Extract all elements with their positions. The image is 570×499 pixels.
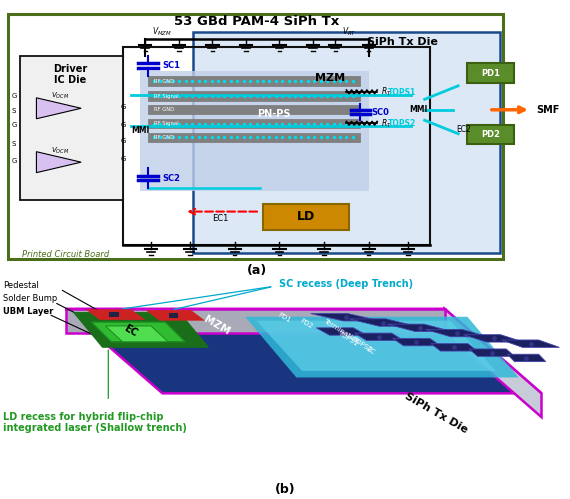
Bar <box>148 133 360 142</box>
Polygon shape <box>507 354 546 362</box>
Text: PD2: PD2 <box>299 317 314 329</box>
Text: Pedestal: Pedestal <box>3 280 39 289</box>
Text: SC0: SC0 <box>372 108 389 117</box>
Text: MMI: MMI <box>132 126 150 135</box>
Bar <box>148 76 360 86</box>
Text: RF GND: RF GND <box>154 135 174 140</box>
Polygon shape <box>66 309 445 332</box>
Text: Printed Circuit Board: Printed Circuit Board <box>22 250 109 259</box>
Text: SiPh Tx Die: SiPh Tx Die <box>403 391 469 435</box>
Bar <box>9 14 503 259</box>
Text: TOPS1: TOPS1 <box>388 88 417 97</box>
Text: (a): (a) <box>247 264 267 277</box>
Text: MZM: MZM <box>202 314 231 337</box>
Text: SMF: SMF <box>536 105 560 115</box>
Text: G: G <box>11 93 17 99</box>
Text: SC recess (Deep Trench): SC recess (Deep Trench) <box>279 279 413 289</box>
Text: LD recess for hybrid flip-chip
integrated laser (Shallow trench): LD recess for hybrid flip-chip integrate… <box>3 412 187 433</box>
Text: SC2: SC2 <box>162 174 180 183</box>
Text: EC1: EC1 <box>213 214 229 223</box>
Polygon shape <box>393 338 441 346</box>
Polygon shape <box>245 317 519 377</box>
Polygon shape <box>431 344 478 351</box>
Text: PD2: PD2 <box>481 130 500 139</box>
Polygon shape <box>145 310 205 321</box>
Text: $V_{MZM}$: $V_{MZM}$ <box>152 25 172 38</box>
Text: PD1: PD1 <box>481 69 500 78</box>
Text: Driver: Driver <box>53 64 87 74</box>
Polygon shape <box>256 321 496 371</box>
Text: RF Signal: RF Signal <box>154 121 178 126</box>
Polygon shape <box>316 328 367 335</box>
Bar <box>109 312 119 317</box>
Text: IC Die: IC Die <box>54 75 86 85</box>
Text: RF Signal: RF Signal <box>154 93 178 98</box>
Bar <box>19 56 123 200</box>
Polygon shape <box>425 329 488 337</box>
Text: $V_{OCM}$: $V_{OCM}$ <box>51 91 70 101</box>
Polygon shape <box>91 322 185 342</box>
Text: MZM: MZM <box>315 73 345 83</box>
Text: TOPS2: TOPS2 <box>388 119 417 128</box>
Polygon shape <box>311 313 381 321</box>
Text: RF GND: RF GND <box>154 78 174 83</box>
Polygon shape <box>86 309 145 320</box>
Text: G: G <box>11 122 17 128</box>
Text: G: G <box>11 158 17 164</box>
Bar <box>263 204 349 230</box>
Polygon shape <box>387 324 452 331</box>
Text: PN-PS: PN-PS <box>257 109 291 119</box>
Polygon shape <box>74 313 208 347</box>
Text: PD1: PD1 <box>276 312 291 324</box>
Text: G: G <box>120 104 126 110</box>
Text: SiPh Tx Die: SiPh Tx Die <box>367 37 438 47</box>
Text: LD: LD <box>297 210 315 223</box>
Text: Solder Bump: Solder Bump <box>3 294 57 303</box>
Text: $V_{OCM}$: $V_{OCM}$ <box>51 146 70 156</box>
Text: Termination: Termination <box>322 318 360 345</box>
Bar <box>466 125 514 144</box>
Text: MMI: MMI <box>409 105 427 114</box>
Polygon shape <box>36 152 81 173</box>
Bar <box>169 313 178 318</box>
Text: EC: EC <box>365 346 376 355</box>
Text: G: G <box>120 138 126 144</box>
Text: EC2: EC2 <box>457 125 471 134</box>
Polygon shape <box>463 335 524 342</box>
Bar <box>140 71 369 191</box>
Text: (b): (b) <box>275 483 295 496</box>
Text: $R_T$: $R_T$ <box>381 117 392 130</box>
Text: EC: EC <box>123 323 140 339</box>
Bar <box>466 63 514 83</box>
Polygon shape <box>66 309 542 393</box>
Polygon shape <box>349 319 416 326</box>
Bar <box>148 119 360 128</box>
Text: $R_T$: $R_T$ <box>381 85 392 98</box>
Text: SC1: SC1 <box>162 61 180 70</box>
Bar <box>148 91 360 101</box>
Bar <box>123 47 430 245</box>
Polygon shape <box>36 98 81 119</box>
Polygon shape <box>469 349 515 356</box>
Text: RF GND: RF GND <box>154 107 174 112</box>
Text: 53 GBd PAM-4 SiPh Tx: 53 GBd PAM-4 SiPh Tx <box>174 15 340 28</box>
Polygon shape <box>502 340 560 347</box>
Polygon shape <box>105 326 168 342</box>
Text: G: G <box>120 156 126 162</box>
Text: UBM Layer: UBM Layer <box>3 307 53 316</box>
Polygon shape <box>355 333 404 340</box>
Text: G: G <box>120 122 126 128</box>
Polygon shape <box>445 309 542 417</box>
Bar <box>193 32 500 253</box>
Text: S: S <box>12 108 17 114</box>
Bar <box>148 105 360 114</box>
Text: TOPS2: TOPS2 <box>351 336 373 353</box>
Text: S: S <box>12 141 17 147</box>
Text: TOPS1: TOPS1 <box>336 329 359 346</box>
Text: $V_{RT}$: $V_{RT}$ <box>342 25 356 38</box>
